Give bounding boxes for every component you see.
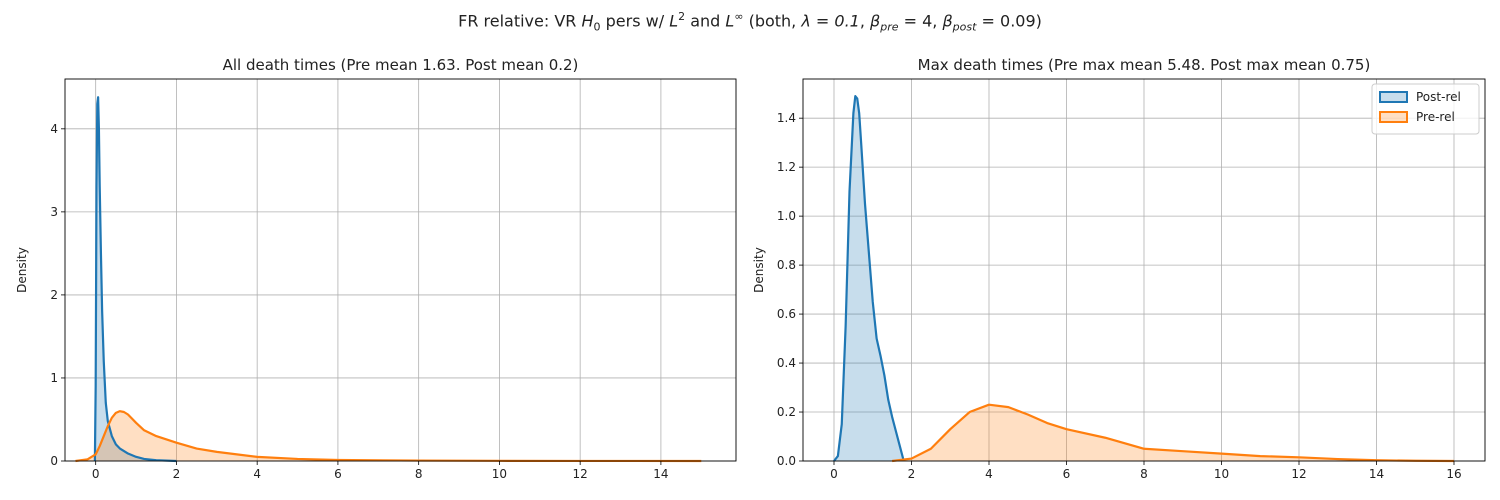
x-tick-label: 14 [653, 467, 668, 481]
x-tick-label: 10 [1214, 467, 1229, 481]
x-tick-label: 12 [573, 467, 588, 481]
x-tick-label: 4 [985, 467, 993, 481]
x-tick-label: 8 [415, 467, 423, 481]
series-line-pre-rel [75, 410, 702, 463]
series-line-post-rel [833, 95, 905, 462]
series-area-pre-rel [892, 404, 1454, 461]
x-tick-label: 6 [334, 467, 342, 481]
y-axis-label: Density [752, 247, 766, 293]
y-axis-label: Density [15, 247, 29, 293]
series-line-post-rel [93, 96, 177, 463]
y-tick-label: 1.0 [777, 209, 796, 223]
x-tick-label: 10 [492, 467, 507, 481]
x-tick-label: 8 [1140, 467, 1148, 481]
figure-title: FR relative: VR H0 pers w/ L2 and L∞ (bo… [458, 10, 1042, 34]
y-tick-label: 0.0 [777, 454, 796, 468]
chart-title: Max death times (Pre max mean 5.48. Post… [918, 56, 1371, 74]
legend-swatch-post-rel [1379, 91, 1408, 103]
legend-swatch-pre-rel [1379, 111, 1408, 123]
y-tick-label: 0.8 [777, 258, 796, 272]
x-tick-label: 0 [92, 467, 100, 481]
legend-label-post-rel: Post-rel [1416, 90, 1461, 104]
x-tick-label: 12 [1291, 467, 1306, 481]
y-tick-label: 2 [50, 288, 58, 302]
x-tick-label: 14 [1369, 467, 1384, 481]
y-tick-label: 1.2 [777, 160, 796, 174]
x-tick-label: 2 [173, 467, 181, 481]
x-tick-label: 6 [1063, 467, 1071, 481]
y-tick-label: 0.4 [777, 356, 796, 370]
legend-label-pre-rel: Pre-rel [1416, 110, 1455, 124]
legend: Post-rel Pre-rel [1371, 83, 1480, 135]
chart-panel-2: 0 2 4 6 8 10 12 14 16 0.0 0.2 0.4 0.6 0.8 1.0 1.2 1.4 Max… [752, 56, 1486, 481]
y-tick-label: 4 [50, 122, 58, 136]
axes-frame [64, 78, 737, 462]
y-tick-label: 3 [50, 205, 58, 219]
x-tick-label: 4 [253, 467, 261, 481]
y-tick-label: 1 [50, 371, 58, 385]
y-tick-label: 1.4 [777, 111, 796, 125]
series-area-post-rel [94, 97, 177, 462]
x-tick-label: 2 [908, 467, 916, 481]
x-tick-label: 0 [830, 467, 838, 481]
y-tick-label: 0 [50, 454, 58, 468]
series-area-post-rel [834, 96, 904, 461]
y-tick-label: 0.2 [777, 405, 796, 419]
series-area-pre-rel [75, 411, 702, 461]
chart-title: All death times (Pre mean 1.63. Post mea… [223, 56, 579, 74]
series-line-pre-rel [891, 403, 1455, 463]
y-tick-label: 0.6 [777, 307, 796, 321]
x-tick-label: 16 [1446, 467, 1461, 481]
